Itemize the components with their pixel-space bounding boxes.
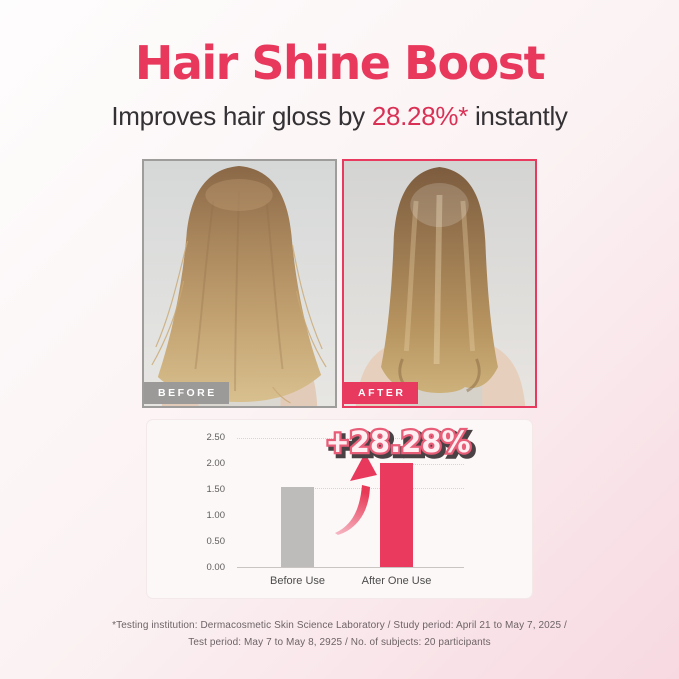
annotation-text: +28.28% [325,425,470,459]
page-title: Hair Shine Boost [134,36,546,90]
subtitle-prefix: Improves hair gloss by [111,101,372,131]
bar-before-use [281,486,314,567]
y-tick-label: 2.00 [206,458,226,470]
gridline [281,487,464,489]
before-badge: BEFORE [144,382,229,404]
hair [381,167,498,393]
footnote-line1: *Testing institution: Dermacosmetic Skin… [112,620,567,631]
annotation-shadow: +28.28% [328,428,473,462]
y-tick-label: 0.00 [206,562,226,573]
gridline [237,438,464,440]
footnote-line2: Test period: May 7 to May 8, 2925 / No. … [188,637,491,648]
gloss-highlight [410,183,469,227]
after-photo: AFTER [342,159,537,408]
after-hair-illustration [344,161,535,406]
gridline [380,464,464,466]
shine-streaks [403,194,476,365]
subtitle-highlight: 28.28%* [371,101,469,131]
bar-after-one-use [380,463,413,567]
chart-plot: +28.28% +28.28% [237,420,477,568]
frizz-strands [151,240,327,404]
hair [157,166,322,402]
y-tick-label: 1.50 [206,484,226,496]
subtitle: Improves hair gloss by 28.28%* instantly [0,101,679,132]
before-photo: BEFORE [142,159,337,408]
subtitle-suffix: instantly [468,101,568,131]
crown-highlight [205,179,273,211]
hair-texture [194,190,284,392]
after-badge: AFTER [344,382,418,404]
chart-y-axis: 2.50 2.00 1.50 1.00 0.50 0.00 [147,420,231,573]
gloss-chart: 2.50 2.00 1.50 1.00 0.50 0.00 +28.28% +28.28%… [146,419,533,599]
before-after-comparison: BEFORE [142,159,537,408]
x-category-label: After One Use [361,575,432,587]
before-hair-illustration [144,161,335,406]
y-tick-label: 0.50 [206,536,226,548]
x-category-label: Before Use [269,575,326,587]
footnote: *Testing institution: Dermacosmetic Skin… [0,617,679,651]
chart-x-axis: Before Use After One Use [237,571,464,595]
y-tick-label: 1.00 [206,510,226,522]
percent-annotation: +28.28% +28.28% [323,423,477,466]
increase-arrow-icon [335,453,377,535]
y-tick-label: 2.50 [206,432,226,444]
